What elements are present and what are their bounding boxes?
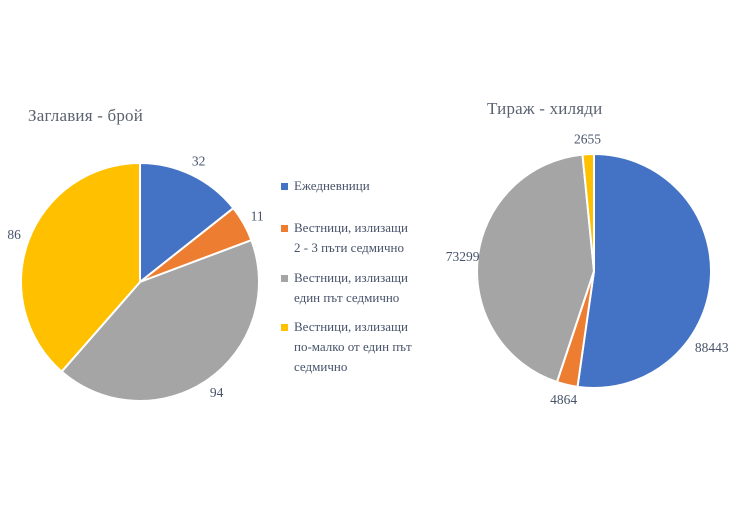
pie-data-label: 73299 <box>446 249 480 264</box>
pie-slice-titles-2 <box>60 239 260 402</box>
legend-item-2-3-weekly: Вестници, излизащи 2 - 3 пъти седмично <box>281 218 451 258</box>
legend-swatch-gray-icon <box>281 275 288 282</box>
pie-data-label: 94 <box>210 385 224 400</box>
legend-swatch-blue-icon <box>281 183 288 190</box>
legend-line: Вестници, излизащи <box>294 270 408 285</box>
pie-slice-titles-0 <box>139 162 235 283</box>
pie-data-label: 11 <box>251 208 264 223</box>
legend-swatch-orange-icon <box>281 225 288 232</box>
legend-line: по-малко от един път <box>294 339 412 354</box>
pie-slice-titles-3 <box>20 162 141 373</box>
right-chart-title: Тираж - хиляди <box>487 99 603 118</box>
pie-slice-circulation-0 <box>576 153 712 389</box>
legend-item-label: Вестници, излизащи 2 - 3 пъти седмично <box>294 218 408 258</box>
left-chart-title: Заглавия - брой <box>28 106 144 125</box>
pie-data-label: 32 <box>192 154 206 169</box>
legend-line: Вестници, излизащи <box>294 319 408 334</box>
legend-item-label: Вестници, излизащи по-малко от един път … <box>294 317 412 377</box>
legend-swatch-yellow-icon <box>281 324 288 331</box>
legend-line: 2 - 3 пъти седмично <box>294 240 404 255</box>
pie-data-label: 88443 <box>695 340 729 355</box>
pie-data-label: 86 <box>7 227 21 242</box>
pie-slice-circulation-2 <box>476 153 595 383</box>
legend-line: Вестници, излизащи <box>294 220 408 235</box>
legend-line: Ежедневници <box>294 178 370 193</box>
pie-data-label: 2655 <box>574 132 601 147</box>
legend-item-once-weekly: Вестници, излизащи един път седмично <box>281 268 451 308</box>
pie-data-label: 4864 <box>550 392 577 407</box>
pie-slice-circulation-3 <box>581 153 595 272</box>
legend-item-dailies: Ежедневници <box>281 176 451 196</box>
legend-line: един път седмично <box>294 290 400 305</box>
legend-item-label: Ежедневници <box>294 176 370 196</box>
legend-line: седмично <box>294 359 348 374</box>
legend-item-label: Вестници, излизащи един път седмично <box>294 268 408 308</box>
legend-item-less-than-weekly: Вестници, излизащи по-малко от един път … <box>281 317 451 377</box>
